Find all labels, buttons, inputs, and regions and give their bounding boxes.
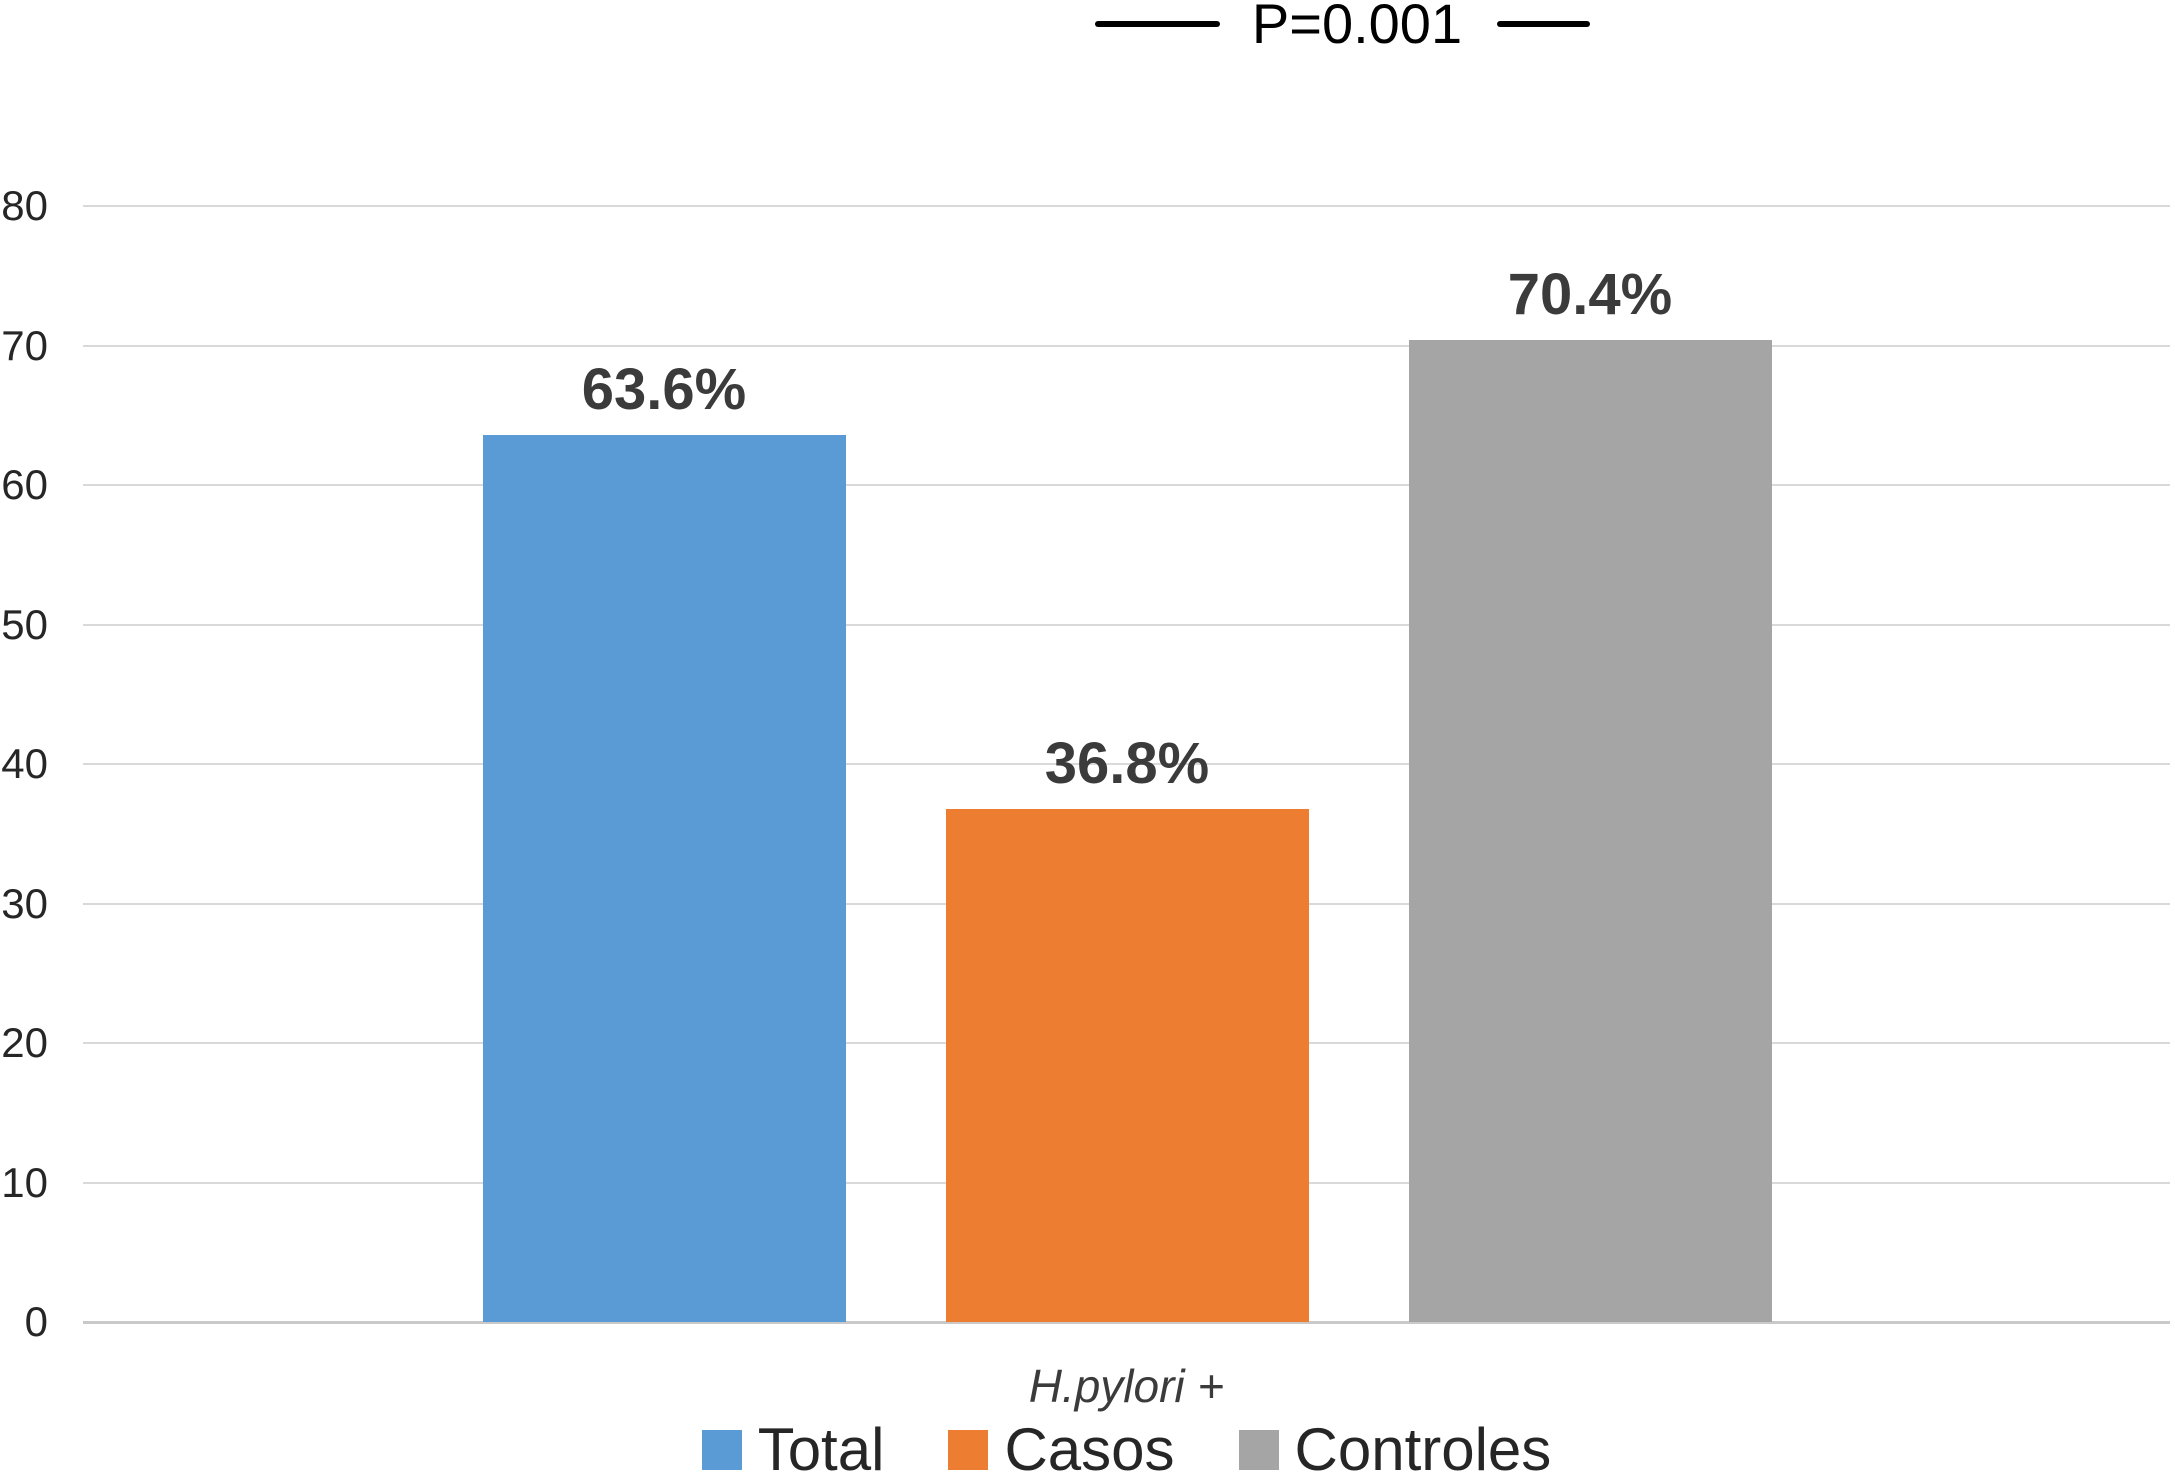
bar-total	[482, 434, 846, 1322]
gridline-60	[83, 484, 2170, 486]
y-axis-tick-label: 10	[1, 1158, 48, 1206]
y-axis-tick-label: 20	[1, 1019, 48, 1066]
bar-casos	[945, 808, 1309, 1322]
y-axis-tick-label: 40	[1, 740, 48, 787]
p-value-line-left	[1095, 21, 1220, 27]
legend: Total Casos Controles	[83, 1420, 2170, 1480]
x-axis-category-label: H.pylori +	[1028, 1360, 1225, 1412]
y-axis-tick-label: 80	[1, 182, 48, 229]
legend-label: Controles	[1294, 1416, 1552, 1481]
legend-label: Total	[757, 1416, 885, 1481]
legend-item-casos: Casos	[948, 1416, 1175, 1481]
y-axis-tick-label: 50	[1, 600, 48, 648]
gridline-70	[83, 344, 2170, 347]
gridline-0	[83, 1320, 2170, 1324]
p-value-label: P=0.001	[1251, 0, 1463, 55]
legend-swatch-total	[701, 1430, 742, 1470]
gridline-80	[83, 205, 2170, 207]
legend-swatch-casos	[948, 1430, 989, 1470]
bar-controles	[1408, 339, 1772, 1322]
legend-swatch-controles	[1238, 1430, 1279, 1470]
y-axis-tick-label: 0	[24, 1298, 48, 1345]
y-axis-tick-label: 60	[1, 461, 48, 508]
bar-value-label: 70.4%	[1507, 261, 1673, 327]
gridline-50	[83, 623, 2170, 626]
legend-item-controles: Controles	[1238, 1416, 1552, 1481]
y-axis-tick-label: 30	[1, 879, 48, 927]
bar-value-label: 36.8%	[1044, 730, 1210, 796]
y-axis-tick-label: 70	[1, 321, 48, 369]
gridline-40	[83, 763, 2170, 765]
bar-value-label: 63.6%	[581, 356, 747, 422]
legend-label: Casos	[1004, 1416, 1175, 1481]
legend-item-total: Total	[701, 1416, 885, 1481]
p-value-line-right	[1497, 21, 1590, 27]
